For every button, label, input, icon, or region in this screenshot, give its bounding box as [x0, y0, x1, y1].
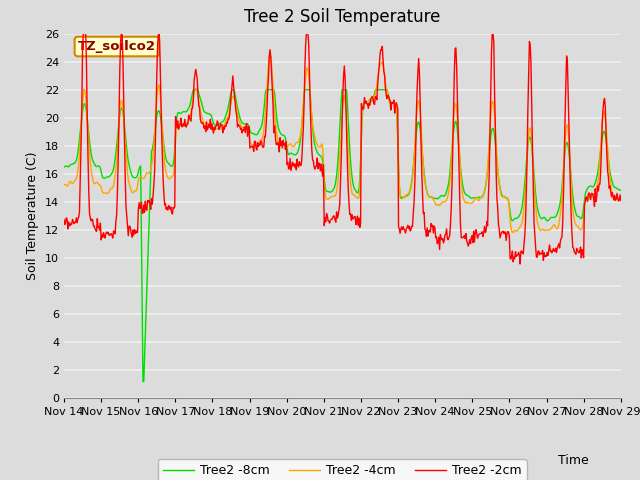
- Tree2 -8cm: [127, 171, 135, 177]
- Tree2 -2cm: [428, 221, 435, 227]
- Tree2 -2cm: [128, 234, 136, 240]
- Tree2 -4cm: [60, 182, 68, 188]
- Tree2 -2cm: [411, 180, 419, 186]
- Tree2 -8cm: [412, 138, 419, 144]
- Tree2 -4cm: [428, 193, 435, 199]
- Tree2 -8cm: [189, 87, 197, 93]
- Text: TZ_soilco2: TZ_soilco2: [78, 40, 156, 53]
- Title: Tree 2 Soil Temperature: Tree 2 Soil Temperature: [244, 9, 440, 26]
- Tree2 -2cm: [60, 217, 68, 223]
- Tree2 -4cm: [70, 179, 78, 185]
- Tree2 -8cm: [215, 121, 223, 127]
- Tree2 -4cm: [184, 119, 192, 124]
- Tree2 -2cm: [617, 197, 625, 203]
- Tree2 -2cm: [214, 121, 222, 127]
- Tree2 -2cm: [70, 221, 78, 227]
- Tree2 -8cm: [428, 194, 436, 200]
- Tree2 -4cm: [617, 193, 625, 199]
- Tree2 -4cm: [214, 126, 221, 132]
- Line: Tree2 -8cm: Tree2 -8cm: [64, 90, 621, 382]
- Tree2 -8cm: [60, 164, 68, 170]
- Legend: Tree2 -8cm, Tree2 -4cm, Tree2 -2cm: Tree2 -8cm, Tree2 -4cm, Tree2 -2cm: [158, 459, 527, 480]
- Line: Tree2 -2cm: Tree2 -2cm: [64, 34, 621, 264]
- Tree2 -2cm: [79, 31, 87, 36]
- Tree2 -4cm: [127, 188, 135, 194]
- Line: Tree2 -4cm: Tree2 -4cm: [64, 55, 621, 232]
- Tree2 -4cm: [266, 52, 274, 58]
- Tree2 -8cm: [139, 379, 147, 384]
- Tree2 -4cm: [411, 142, 419, 147]
- Tree2 -2cm: [516, 261, 524, 267]
- Tree2 -8cm: [185, 105, 193, 111]
- Tree2 -8cm: [70, 160, 78, 166]
- Text: Time: Time: [558, 454, 589, 467]
- Tree2 -8cm: [617, 187, 625, 193]
- Tree2 -4cm: [509, 229, 517, 235]
- Tree2 -2cm: [185, 112, 193, 118]
- Y-axis label: Soil Temperature (C): Soil Temperature (C): [26, 152, 39, 280]
